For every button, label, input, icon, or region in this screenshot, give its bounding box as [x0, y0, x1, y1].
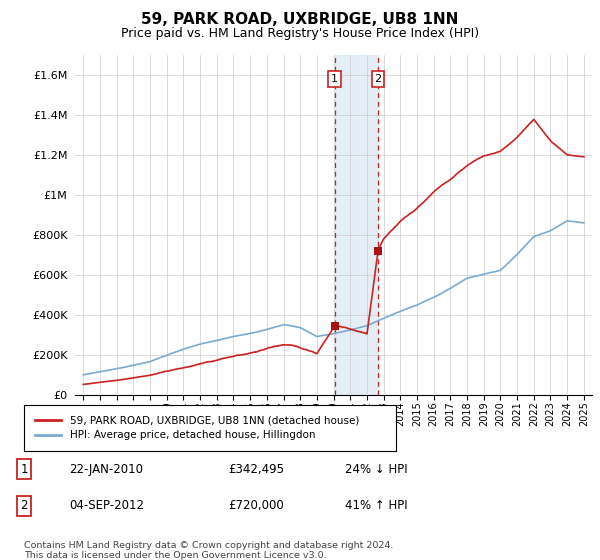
Text: 04-SEP-2012: 04-SEP-2012: [69, 499, 144, 512]
Text: Contains HM Land Registry data © Crown copyright and database right 2024.
This d: Contains HM Land Registry data © Crown c…: [24, 541, 394, 560]
Text: 22-JAN-2010: 22-JAN-2010: [69, 463, 143, 476]
Legend: 59, PARK ROAD, UXBRIDGE, UB8 1NN (detached house), HPI: Average price, detached : 59, PARK ROAD, UXBRIDGE, UB8 1NN (detach…: [29, 409, 365, 447]
Text: 1: 1: [20, 463, 28, 476]
Text: £342,495: £342,495: [228, 463, 284, 476]
Bar: [335, 55, 378, 395]
Text: 41% ↑ HPI: 41% ↑ HPI: [345, 499, 407, 512]
Text: 2: 2: [374, 74, 382, 84]
Text: £720,000: £720,000: [228, 499, 284, 512]
Text: 1: 1: [331, 74, 338, 84]
Text: 24% ↓ HPI: 24% ↓ HPI: [345, 463, 407, 476]
Text: Price paid vs. HM Land Registry's House Price Index (HPI): Price paid vs. HM Land Registry's House …: [121, 27, 479, 40]
Text: 59, PARK ROAD, UXBRIDGE, UB8 1NN: 59, PARK ROAD, UXBRIDGE, UB8 1NN: [142, 12, 458, 27]
Text: 2: 2: [20, 499, 28, 512]
